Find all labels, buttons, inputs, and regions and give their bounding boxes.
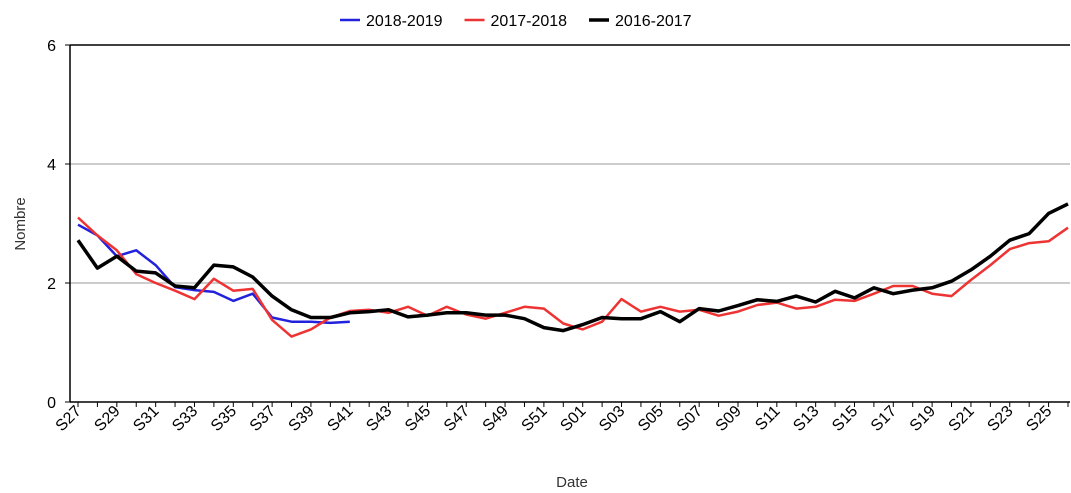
y-axis-title: Nombre	[12, 197, 29, 250]
x-tick-label: S29	[92, 403, 124, 435]
x-tick-label: S15	[829, 403, 861, 435]
x-tick-label: S19	[907, 403, 939, 435]
x-tick-label: S13	[790, 403, 822, 435]
series-line	[77, 216, 1069, 338]
x-tick-label: S51	[519, 403, 551, 435]
x-tick-label: S41	[324, 403, 356, 435]
x-tick-label: S27	[53, 403, 85, 435]
y-tick-label: 0	[47, 395, 56, 412]
x-tick-label: S07	[674, 403, 706, 435]
x-tick-label: S09	[713, 403, 745, 435]
x-tick-label: S11	[752, 403, 783, 434]
x-tick-label: S01	[557, 403, 589, 435]
legend-label: 2017-2018	[491, 13, 568, 30]
x-tick-label: S39	[286, 403, 318, 435]
x-tick-label: S33	[169, 403, 201, 435]
x-tick-label: S31	[130, 403, 162, 435]
x-tick-label: S45	[402, 403, 434, 435]
x-tick-label: S25	[1023, 403, 1055, 435]
x-tick-label: S23	[984, 403, 1016, 435]
x-tick-label: S17	[868, 403, 900, 435]
y-tick-label: 2	[47, 276, 56, 293]
legend-label: 2016-2017	[615, 13, 692, 30]
x-tick-label: S49	[480, 403, 512, 435]
x-tick-label: S21	[946, 403, 978, 435]
x-tick-label: S47	[441, 403, 473, 435]
y-tick-label: 6	[47, 38, 56, 55]
x-axis-title: Date	[556, 474, 588, 491]
x-tick-label: S05	[635, 403, 667, 435]
x-tick-label: S37	[247, 403, 279, 435]
x-tick-label: S43	[363, 403, 395, 435]
x-tick-label: S35	[208, 403, 240, 435]
y-tick-label: 4	[47, 157, 56, 174]
series-line	[77, 223, 350, 325]
series-line	[76, 202, 1069, 333]
legend-label: 2018-2019	[366, 13, 443, 30]
x-tick-label: S03	[596, 403, 628, 435]
legend: 2018-2019 2017-2018 2016-2017	[340, 13, 692, 30]
